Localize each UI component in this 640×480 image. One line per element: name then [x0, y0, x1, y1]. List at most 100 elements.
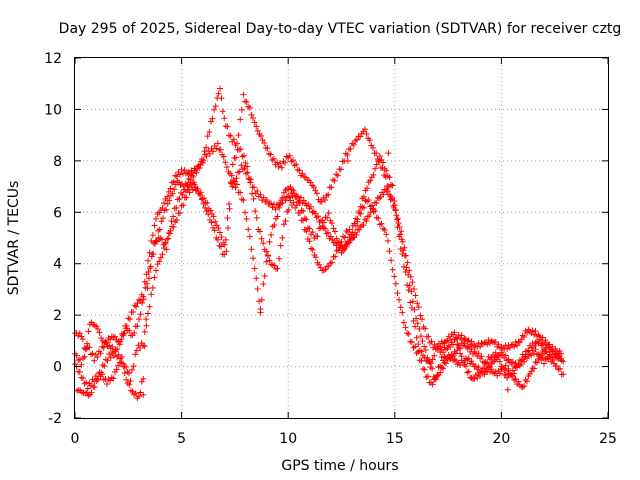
- data-point: [182, 188, 189, 195]
- data-point: [140, 296, 147, 303]
- data-point: [266, 238, 273, 245]
- data-point: [489, 369, 496, 376]
- data-point: [504, 345, 511, 352]
- data-point: [389, 195, 396, 202]
- data-point: [91, 384, 98, 391]
- data-point: [84, 340, 91, 347]
- data-point: [163, 246, 170, 253]
- data-point: [166, 230, 173, 237]
- data-point: [240, 197, 247, 204]
- data-point: [143, 280, 150, 287]
- data-point: [454, 347, 461, 354]
- data-point: [259, 137, 266, 144]
- data-point: [250, 115, 257, 122]
- data-point: [307, 203, 314, 210]
- data-point: [133, 303, 140, 310]
- data-point: [447, 336, 454, 343]
- data-point: [217, 146, 224, 153]
- data-point: [94, 326, 101, 333]
- data-point: [376, 221, 383, 228]
- data-point: [226, 132, 233, 139]
- data-point: [354, 216, 361, 223]
- data-point: [250, 255, 257, 262]
- data-point: [338, 238, 345, 245]
- data-point: [322, 225, 329, 232]
- data-point: [365, 196, 372, 203]
- data-point: [260, 194, 267, 201]
- data-point: [178, 202, 185, 209]
- data-point: [266, 257, 273, 264]
- data-point: [408, 304, 415, 311]
- data-point: [383, 231, 390, 238]
- data-point: [404, 259, 411, 266]
- data-point: [343, 227, 350, 234]
- data-point: [501, 366, 508, 373]
- data-point: [380, 225, 387, 232]
- data-point: [268, 261, 275, 268]
- data-point: [288, 158, 295, 165]
- data-point: [300, 208, 307, 215]
- data-point: [290, 199, 297, 206]
- x-tick-label: 20: [492, 431, 510, 447]
- data-point: [164, 193, 171, 200]
- data-point: [488, 337, 495, 344]
- data-point: [222, 123, 229, 130]
- data-point: [218, 95, 225, 102]
- data-point: [389, 266, 396, 273]
- data-point: [425, 333, 432, 340]
- data-point: [396, 233, 403, 240]
- data-point: [457, 345, 464, 352]
- data-point: [129, 388, 136, 395]
- data-point: [254, 187, 261, 194]
- data-point: [200, 200, 207, 207]
- data-point: [103, 339, 110, 346]
- data-point: [76, 368, 83, 375]
- data-point: [398, 228, 405, 235]
- data-point: [293, 161, 300, 168]
- data-point: [215, 225, 222, 232]
- data-point: [271, 262, 278, 269]
- data-point: [91, 357, 98, 364]
- data-point: [475, 350, 482, 357]
- data-point: [337, 166, 344, 173]
- data-point: [515, 361, 522, 368]
- data-point: [325, 191, 332, 198]
- data-point: [254, 127, 261, 134]
- data-point: [157, 254, 164, 261]
- data-point: [161, 200, 168, 207]
- data-point: [209, 115, 216, 122]
- data-point: [471, 375, 478, 382]
- data-point: [324, 229, 331, 236]
- data-point: [282, 159, 289, 166]
- data-point: [406, 267, 413, 274]
- data-point: [140, 375, 147, 382]
- data-point: [410, 286, 417, 293]
- data-point: [237, 116, 244, 123]
- data-point: [110, 352, 117, 359]
- data-point: [245, 103, 252, 110]
- data-point: [478, 353, 485, 360]
- data-point: [276, 255, 283, 262]
- data-point: [415, 341, 422, 348]
- data-point: [257, 309, 264, 316]
- data-point: [184, 170, 191, 177]
- data-point: [75, 386, 82, 393]
- data-point: [511, 343, 518, 350]
- data-point: [378, 220, 385, 227]
- data-point: [221, 241, 228, 248]
- data-point: [310, 184, 317, 191]
- data-point: [86, 344, 93, 351]
- data-point: [429, 356, 436, 363]
- data-point: [296, 167, 303, 174]
- y-axis-title: SDTVAR / TECUs: [6, 181, 22, 296]
- data-point: [373, 150, 380, 157]
- data-point: [386, 174, 393, 181]
- data-point: [177, 210, 184, 217]
- data-point: [203, 153, 210, 160]
- data-point: [440, 349, 447, 356]
- data-point: [545, 354, 552, 361]
- data-point: [138, 378, 145, 385]
- data-point: [386, 248, 393, 255]
- data-point: [380, 159, 387, 166]
- data-point: [156, 226, 163, 233]
